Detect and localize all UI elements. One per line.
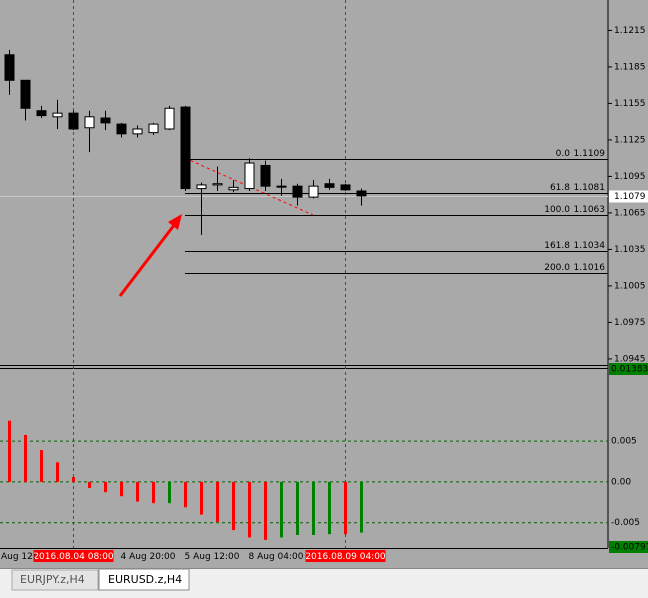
histogram-bar <box>216 481 219 522</box>
fib-price: 1.1034 <box>574 241 606 251</box>
fib-level: 0.0 <box>556 149 571 159</box>
candle-body <box>324 183 335 188</box>
y-tick-label: 1.1035 <box>614 245 646 255</box>
histogram-bar <box>248 481 251 538</box>
annotation-arrow <box>118 219 180 297</box>
fib-level: 161.8 <box>544 241 570 251</box>
candle-body <box>356 190 367 197</box>
histogram-bar <box>88 481 91 489</box>
histogram-bar <box>328 481 331 535</box>
x-tick-label: Aug 12: <box>1 552 36 562</box>
last-price-label: 1.1079 <box>614 192 646 202</box>
histogram-bar <box>72 477 75 482</box>
fib-level: 200.0 <box>544 263 570 273</box>
candle-body <box>132 128 143 135</box>
x-tick-label: 8 Aug 04:00 <box>249 552 304 562</box>
y-tick-label: 1.1185 <box>614 62 646 72</box>
fib-level: 61.8 <box>550 183 570 193</box>
date-label-box <box>305 550 386 562</box>
y-tick-box <box>609 541 648 553</box>
candle-body <box>228 186 239 191</box>
x-tick-label: 4 Aug 20:00 <box>121 552 176 562</box>
histogram-bar <box>312 481 315 535</box>
histogram-bar <box>184 481 187 508</box>
annotation-arrowhead <box>168 214 182 230</box>
last-price-box <box>609 190 648 203</box>
candle-body <box>164 107 175 130</box>
histogram-bar <box>104 481 107 493</box>
y-tick-label: 1.1095 <box>614 172 646 182</box>
y-tick-box <box>609 475 648 488</box>
date-label-box <box>33 550 114 562</box>
histogram-bar <box>152 481 155 504</box>
y-tick-box <box>609 435 648 448</box>
fib-price: 1.1081 <box>574 183 606 193</box>
histogram-bar <box>136 481 139 502</box>
histogram-bar <box>360 481 363 533</box>
histogram-bar <box>264 481 267 540</box>
tab-active[interactable] <box>98 568 190 591</box>
candle-body <box>292 185 303 198</box>
candle-body <box>36 110 47 117</box>
candle-body <box>52 112 63 118</box>
candle-body <box>196 184 207 190</box>
candle-body <box>4 54 15 81</box>
y-tick-box <box>609 516 648 529</box>
candle-body <box>212 183 223 186</box>
candle-body <box>68 112 79 130</box>
candle-body <box>308 185 319 198</box>
histogram-bar <box>232 481 235 531</box>
histogram-bar <box>120 481 123 497</box>
chart-background <box>0 0 648 568</box>
candle-body <box>180 106 191 190</box>
y-tick-box <box>609 363 648 375</box>
histogram-bar <box>200 481 203 515</box>
tab[interactable] <box>11 569 99 591</box>
y-tick-label: 1.1215 <box>614 26 646 36</box>
y-tick-label: -0.005 <box>611 518 640 528</box>
candle-body <box>276 185 287 188</box>
fib-price: 1.1016 <box>574 263 606 273</box>
y-tick-label: 1.1125 <box>614 135 646 145</box>
tab-label: EURUSD.z,H4 <box>108 573 182 586</box>
y-tick-label: -0.00797 <box>611 543 648 553</box>
y-tick-label: 0.005 <box>611 437 637 447</box>
histogram-bar <box>40 450 43 482</box>
fib-level: 100.0 <box>544 205 570 215</box>
candle-body <box>340 184 351 191</box>
histogram-bar <box>168 481 171 504</box>
histogram-bar <box>344 481 347 535</box>
y-tick-label: 1.1155 <box>614 99 646 109</box>
histogram-bar <box>8 420 11 482</box>
y-tick-label: 1.0945 <box>614 354 646 364</box>
y-tick-label: 1.1005 <box>614 281 646 291</box>
histogram-bar <box>24 434 27 482</box>
candle-body <box>100 117 111 124</box>
y-tick-label: 0.00 <box>611 477 631 487</box>
tab-label: EURJPY.z,H4 <box>20 573 85 586</box>
candle-body <box>116 123 127 135</box>
y-tick-label: 1.1065 <box>614 208 646 218</box>
fib-price: 1.1063 <box>574 205 606 215</box>
histogram-bar <box>296 481 299 535</box>
date-label: 2016.08.04 08:00 <box>33 552 114 562</box>
fib-price: 1.1109 <box>574 149 606 159</box>
trend-line <box>184 157 314 216</box>
x-tick-label: 5 Aug 12:00 <box>185 552 240 562</box>
candle-body <box>260 164 271 187</box>
y-tick-label: 0.01383 <box>611 365 648 375</box>
date-label: 2016.08.09 04:00 <box>305 552 386 562</box>
candle-body <box>244 162 255 190</box>
candle-body <box>148 123 159 134</box>
y-tick-label: 1.0975 <box>614 318 646 328</box>
histogram-bar <box>56 462 59 482</box>
histogram-bar <box>280 481 283 538</box>
candle-body <box>84 116 95 129</box>
candle-body <box>20 79 31 109</box>
